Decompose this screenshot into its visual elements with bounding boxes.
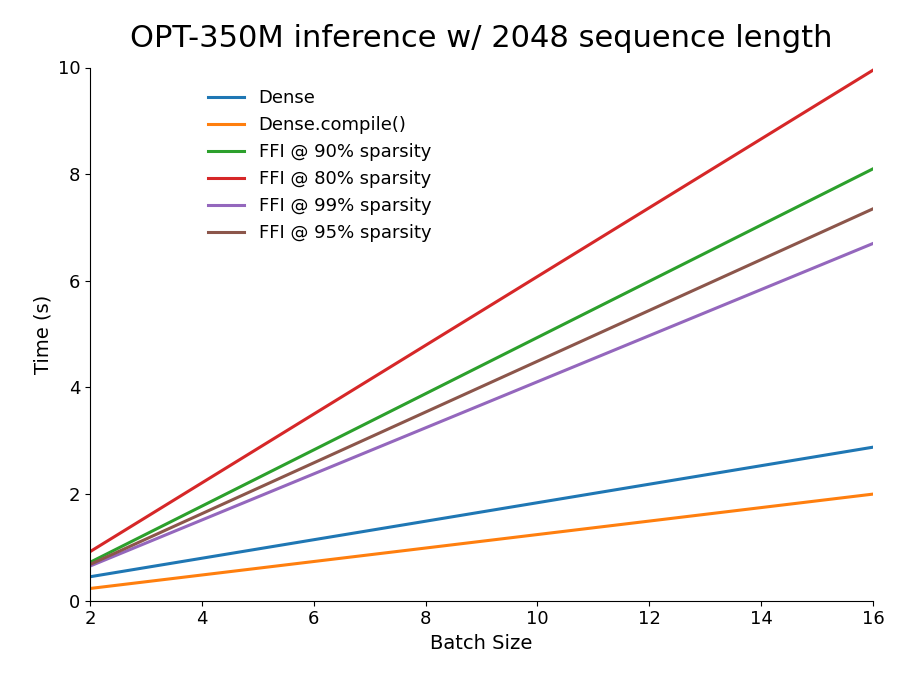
X-axis label: Batch Size: Batch Size: [430, 634, 533, 653]
Title: OPT-350M inference w/ 2048 sequence length: OPT-350M inference w/ 2048 sequence leng…: [130, 24, 832, 53]
Y-axis label: Time (s): Time (s): [33, 294, 52, 374]
Legend: Dense, Dense.compile(), FFI @ 90% sparsity, FFI @ 80% sparsity, FFI @ 99% sparsi: Dense, Dense.compile(), FFI @ 90% sparsi…: [201, 82, 438, 250]
